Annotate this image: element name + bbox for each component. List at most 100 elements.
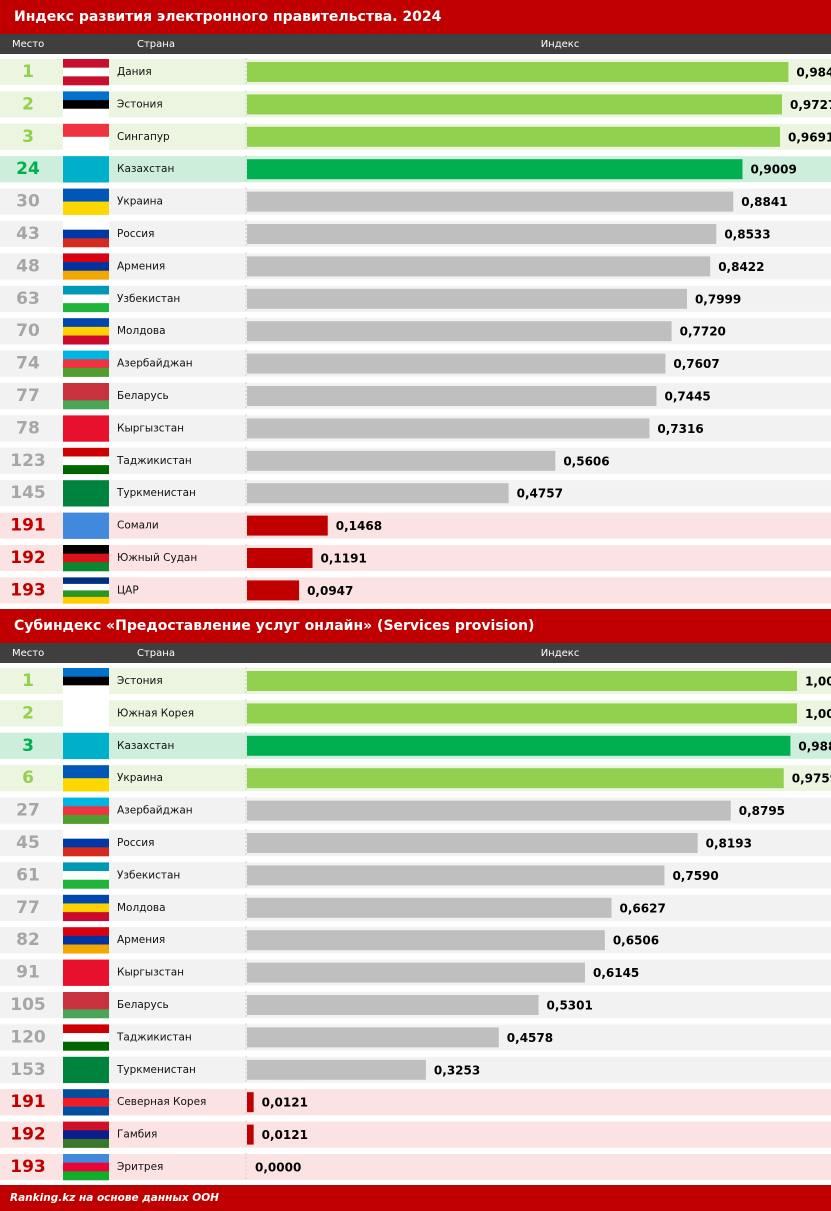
country: Кыргызстан bbox=[117, 422, 184, 434]
flag-stripe bbox=[63, 927, 109, 937]
country: Азербайджан bbox=[117, 358, 193, 370]
flag-stripe bbox=[63, 838, 109, 848]
rank: 2 bbox=[22, 703, 34, 723]
value-label: 0,6145 bbox=[593, 966, 639, 980]
value-label: 0,7316 bbox=[657, 422, 703, 436]
flag-stripe bbox=[63, 1162, 109, 1172]
rank: 43 bbox=[16, 224, 40, 244]
flag-stripe bbox=[63, 830, 109, 839]
flag-stripe bbox=[63, 59, 109, 68]
flag-stripe bbox=[63, 447, 109, 457]
flag-stripe bbox=[63, 944, 109, 954]
value-label: 0,0121 bbox=[262, 1128, 308, 1142]
flag-stripe bbox=[63, 318, 109, 328]
flag-stripe bbox=[63, 1106, 109, 1116]
flag-stripe bbox=[63, 350, 109, 360]
bar bbox=[247, 191, 734, 212]
bar bbox=[247, 995, 539, 1015]
country: Таджикистан bbox=[116, 1031, 192, 1043]
flag-stripe bbox=[63, 221, 109, 230]
value-label: 0,9727 bbox=[790, 98, 831, 112]
value-label: 0,8533 bbox=[724, 228, 770, 242]
row-bg-rank bbox=[0, 512, 246, 539]
column-header: Индекс bbox=[541, 39, 580, 50]
value-label: 0,0947 bbox=[307, 584, 353, 598]
flag-stripe bbox=[63, 335, 109, 345]
rank: 30 bbox=[16, 192, 40, 212]
country: Молдова bbox=[117, 325, 166, 337]
bar bbox=[247, 800, 731, 821]
row-bg-rank bbox=[0, 480, 246, 507]
rank: 191 bbox=[10, 1092, 46, 1112]
rank: 78 bbox=[16, 418, 40, 438]
bar bbox=[247, 833, 698, 853]
row-bg-rank bbox=[0, 927, 246, 954]
row-bg-rank bbox=[0, 732, 246, 759]
row-bg-rank bbox=[0, 1056, 246, 1083]
column-header: Место bbox=[12, 648, 44, 659]
bar bbox=[247, 224, 717, 244]
flag-stripe bbox=[63, 676, 109, 686]
flag-stripe bbox=[63, 778, 109, 792]
bar bbox=[247, 321, 672, 342]
value-label: 0,3253 bbox=[434, 1063, 480, 1077]
country: Россия bbox=[117, 837, 154, 849]
flag-stripe bbox=[63, 415, 109, 442]
value-label: 0,6627 bbox=[619, 901, 665, 915]
value-label: 0,9844 bbox=[796, 66, 831, 80]
rank: 120 bbox=[10, 1027, 46, 1047]
bar bbox=[247, 418, 650, 439]
flag-stripe bbox=[63, 188, 109, 202]
flag-stripe bbox=[63, 862, 109, 872]
row-bg-rank bbox=[0, 894, 246, 921]
value-label: 0,1191 bbox=[321, 552, 367, 566]
country: Азербайджан bbox=[117, 805, 193, 817]
country: Сингапур bbox=[117, 131, 170, 143]
flag-stripe bbox=[63, 1000, 109, 1010]
country: Украина bbox=[117, 196, 163, 208]
value-label: 0,1468 bbox=[336, 519, 382, 533]
country: Таджикистан bbox=[116, 455, 192, 467]
country: Туркменистан bbox=[116, 487, 196, 499]
flag-stripe bbox=[63, 1138, 109, 1148]
value-label: 0,8795 bbox=[739, 804, 785, 818]
country: Россия bbox=[117, 228, 154, 240]
flag-stripe bbox=[63, 553, 109, 563]
row-bg-rank bbox=[0, 415, 246, 442]
rank: 3 bbox=[22, 736, 34, 756]
rank: 6 bbox=[22, 768, 34, 788]
bar bbox=[247, 256, 711, 277]
bar bbox=[247, 515, 328, 536]
bar bbox=[247, 930, 605, 951]
flag-stripe bbox=[63, 685, 109, 695]
flag-stripe bbox=[63, 596, 109, 604]
rank: 70 bbox=[16, 321, 40, 341]
flag-stripe bbox=[63, 156, 109, 183]
bar bbox=[247, 865, 665, 886]
flag-stripe bbox=[63, 285, 109, 295]
chart-title: Индекс развития электронного правительст… bbox=[14, 9, 442, 25]
flag-stripe bbox=[63, 765, 109, 779]
row-bg-rank bbox=[0, 1121, 246, 1148]
flag-stripe bbox=[63, 668, 109, 677]
row-bg-rank bbox=[0, 350, 246, 377]
flag-stripe bbox=[63, 91, 109, 101]
flag-stripe bbox=[63, 959, 109, 986]
value-label: 0,7445 bbox=[664, 390, 710, 404]
rank: 77 bbox=[16, 898, 40, 918]
bar bbox=[247, 288, 687, 309]
rank: 105 bbox=[10, 995, 46, 1015]
rank: 91 bbox=[16, 963, 40, 983]
rank: 48 bbox=[16, 256, 40, 276]
row-bg-rank bbox=[0, 285, 246, 312]
flag-stripe bbox=[63, 871, 109, 881]
flag-stripe bbox=[63, 108, 109, 118]
rank: 123 bbox=[10, 451, 46, 471]
row-bg-rank bbox=[0, 765, 246, 792]
flag-stripe bbox=[63, 367, 109, 377]
column-header: Страна bbox=[137, 39, 175, 50]
bar bbox=[247, 735, 791, 756]
flag-stripe bbox=[63, 1130, 109, 1140]
rank: 193 bbox=[10, 1157, 46, 1177]
country: Армения bbox=[117, 260, 165, 272]
